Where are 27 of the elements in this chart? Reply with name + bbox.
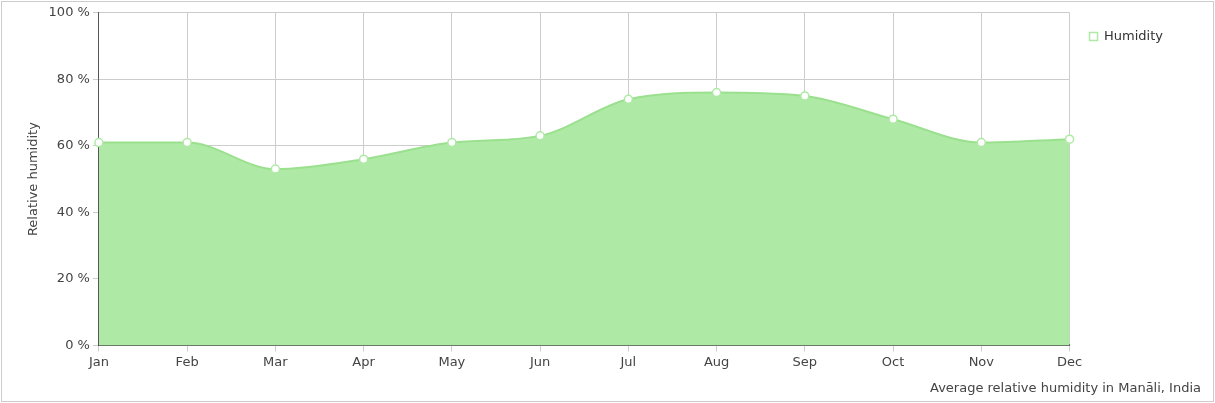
y-tick-label: 20 %	[56, 270, 90, 286]
legend-label: Humidity	[1104, 27, 1164, 43]
x-tick-label: Jan	[87, 353, 109, 369]
point	[800, 91, 810, 101]
x-tick-label: Mar	[263, 353, 289, 369]
x-tick-label: Feb	[175, 353, 199, 369]
text: Average relative humidity in Manāli, India	[930, 379, 1201, 395]
y-axis-title: Relative humidity	[25, 121, 41, 237]
x-tick-label: May	[438, 353, 466, 369]
point	[888, 114, 898, 124]
y-tick-label: 0 %	[65, 336, 90, 352]
x-tick-label: Apr	[352, 353, 376, 369]
point	[358, 154, 369, 164]
x-tick-label: Oct	[881, 353, 905, 369]
y-tick-label: 60 %	[56, 137, 90, 153]
y-tick-label: 80 %	[56, 70, 90, 86]
point	[1064, 134, 1075, 144]
x-tick-label: Dec	[1056, 353, 1083, 369]
x-tick-label: Aug	[703, 353, 730, 369]
point	[94, 137, 104, 148]
y-tick-label: 40 %	[56, 203, 90, 219]
x-tick-label: Sep	[792, 353, 818, 369]
x-tick-label: Jun	[528, 353, 551, 369]
x-tick-label: Nov	[968, 353, 995, 369]
y-tick-label: 100 %	[48, 4, 90, 20]
x-tick-label: Jul	[619, 353, 637, 369]
point	[270, 164, 281, 174]
